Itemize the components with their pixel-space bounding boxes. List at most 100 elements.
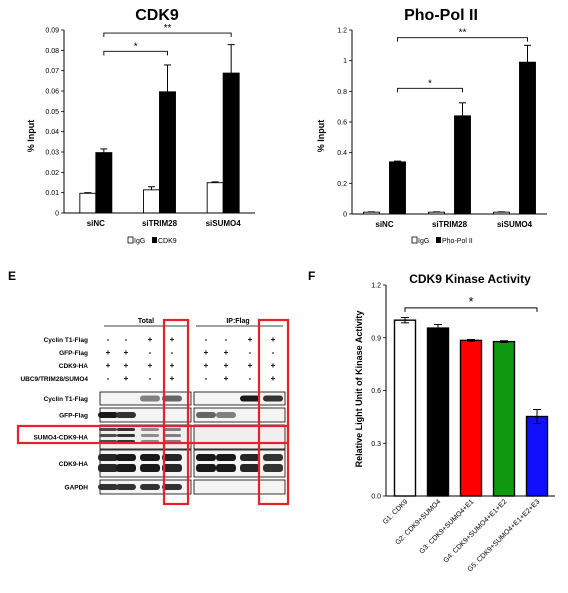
bar-g2 [426, 327, 450, 497]
blot-band [116, 484, 136, 490]
chart-cdk9-x-labels: siNC siTRIM28 siSUMO4 [87, 219, 242, 228]
bar-pho-pol-ii-sisumo4 [519, 61, 536, 215]
chart-cdk9-y-ticks: 0 0.01 0.02 0.03 0.04 0.05 0.06 0.07 0.08 0.09 [45, 28, 64, 218]
blot-band [116, 454, 136, 461]
chart-phopol-x-labels: siNC siTRIM28 siSUMO4 [375, 220, 532, 229]
bar-pho-pol-ii-sitrim28 [454, 115, 471, 215]
y-tick-label: 0.03 [45, 150, 59, 157]
y-tick-label: 0.06 [45, 89, 59, 96]
condition-sign: - [107, 335, 110, 344]
significance-bracket [103, 50, 168, 56]
y-tick-label: 1 [343, 58, 347, 65]
bar-g1 [393, 319, 417, 497]
blot-band [98, 454, 118, 461]
chart-kinase-annotations: * [404, 294, 538, 312]
bar-g4 [492, 340, 516, 497]
significance-bracket [404, 307, 538, 312]
blot-band [116, 412, 136, 418]
blot-band [140, 484, 160, 490]
x-tick-label: siNC [87, 219, 105, 228]
legend-label-cdk9: CDK9 [158, 238, 177, 245]
significance-label: ** [459, 28, 467, 39]
condition-sign: + [248, 335, 253, 344]
condition-sign: + [248, 361, 253, 370]
blot-band [117, 434, 135, 437]
y-tick-label: 0.8 [337, 89, 347, 96]
chart-cdk9-ylabel: % Input [26, 120, 36, 153]
x-tick-label: siTRIM28 [142, 219, 178, 228]
blot-band [98, 484, 118, 490]
condition-sign: + [170, 335, 175, 344]
chart-phopol-annotations: *** [397, 28, 528, 93]
blot-row-label: CDK9-HA [59, 461, 89, 468]
y-tick-label: 0.4 [337, 150, 347, 157]
chart-kinase-title: CDK9 Kinase Activity [409, 272, 531, 286]
bar-cdk9-sitrim28 [159, 91, 176, 214]
bar-igg-sisumo4 [206, 182, 224, 214]
significance-label: * [134, 41, 138, 52]
blot-band [141, 428, 159, 431]
y-tick-label: 0.02 [45, 170, 59, 177]
blot-band [163, 434, 181, 437]
blot-band [216, 464, 236, 472]
blot-band [263, 464, 283, 472]
legend-swatch-igg [127, 236, 134, 244]
blot-band [162, 464, 182, 472]
chart-phopol-legend: IgG Pho-Pol II [411, 236, 473, 245]
blot-band [162, 395, 182, 402]
blot-band [162, 454, 182, 461]
y-tick-label: 0.05 [45, 109, 59, 116]
condition-sign: - [107, 374, 110, 383]
chart-cdk9-bars [79, 44, 240, 214]
x-tick-label: siNC [375, 220, 393, 229]
y-tick-label: 0.6 [337, 120, 347, 127]
blot-band [99, 434, 117, 437]
condition-sign: - [272, 348, 275, 357]
blot-band [99, 428, 117, 431]
significance-bracket [397, 37, 528, 42]
chart-phopol-ylabel: % Input [316, 120, 326, 153]
condition-sign: + [170, 374, 175, 383]
blot-frame [193, 479, 286, 495]
x-tick-label: G4: CDK9+SUMO4+E1+E2 [443, 498, 509, 564]
bar-g5 [525, 415, 549, 497]
condition-sign: - [205, 335, 208, 344]
blot-section-ip: IP:Flag [226, 318, 249, 325]
legend-label-igg-2: IgG [418, 238, 429, 245]
condition-sign: + [271, 374, 276, 383]
y-tick-label: 0.3 [371, 441, 381, 448]
y-tick-label: 0.08 [45, 48, 59, 55]
blot-row-label: SUMO4-CDK9-HA [33, 435, 88, 442]
condition-sign: + [204, 361, 209, 370]
chart-phopol-y-ticks: 0 0.2 0.4 0.6 0.8 1 1.2 [337, 28, 352, 219]
bar-cdk9-sinc [95, 152, 113, 214]
blot-frame [193, 424, 286, 450]
y-tick-label: 0.09 [45, 28, 59, 35]
blot-band [162, 484, 182, 490]
condition-label: CDK9-HA [59, 363, 89, 370]
panel-e: E Total IP:Flag Cyclin T1-Flag - - + + - - + + GF… [8, 269, 290, 506]
y-tick-label: 0 [55, 211, 59, 218]
x-tick-label: G3: CDK9+SUMO4+E1 [418, 498, 475, 555]
blot-band [141, 434, 159, 437]
blot-row-label: Cyclin T1-Flag [44, 396, 88, 403]
condition-sign: + [148, 361, 153, 370]
chart-phopol-title: Pho-Pol II [404, 7, 478, 24]
chart-kinase-y-ticks: 0.0 0.3 0.6 0.9 1.2 [371, 283, 386, 501]
condition-sign: + [271, 361, 276, 370]
condition-sign: + [224, 374, 229, 383]
significance-label: ** [164, 23, 172, 34]
panel-letter-f: F [308, 269, 315, 283]
x-tick-label: G1: CDK9 [382, 498, 410, 526]
condition-sign: + [148, 335, 153, 344]
blot-band [163, 428, 181, 431]
condition-sign: - [171, 348, 174, 357]
significance-label: * [468, 294, 473, 309]
condition-sign: - [225, 335, 228, 344]
chart-kinase-bars [393, 317, 549, 497]
blot-band [216, 412, 236, 418]
blot-band [263, 454, 283, 461]
condition-sign: + [124, 374, 129, 383]
condition-sign: + [106, 348, 111, 357]
blot-band [196, 454, 216, 461]
